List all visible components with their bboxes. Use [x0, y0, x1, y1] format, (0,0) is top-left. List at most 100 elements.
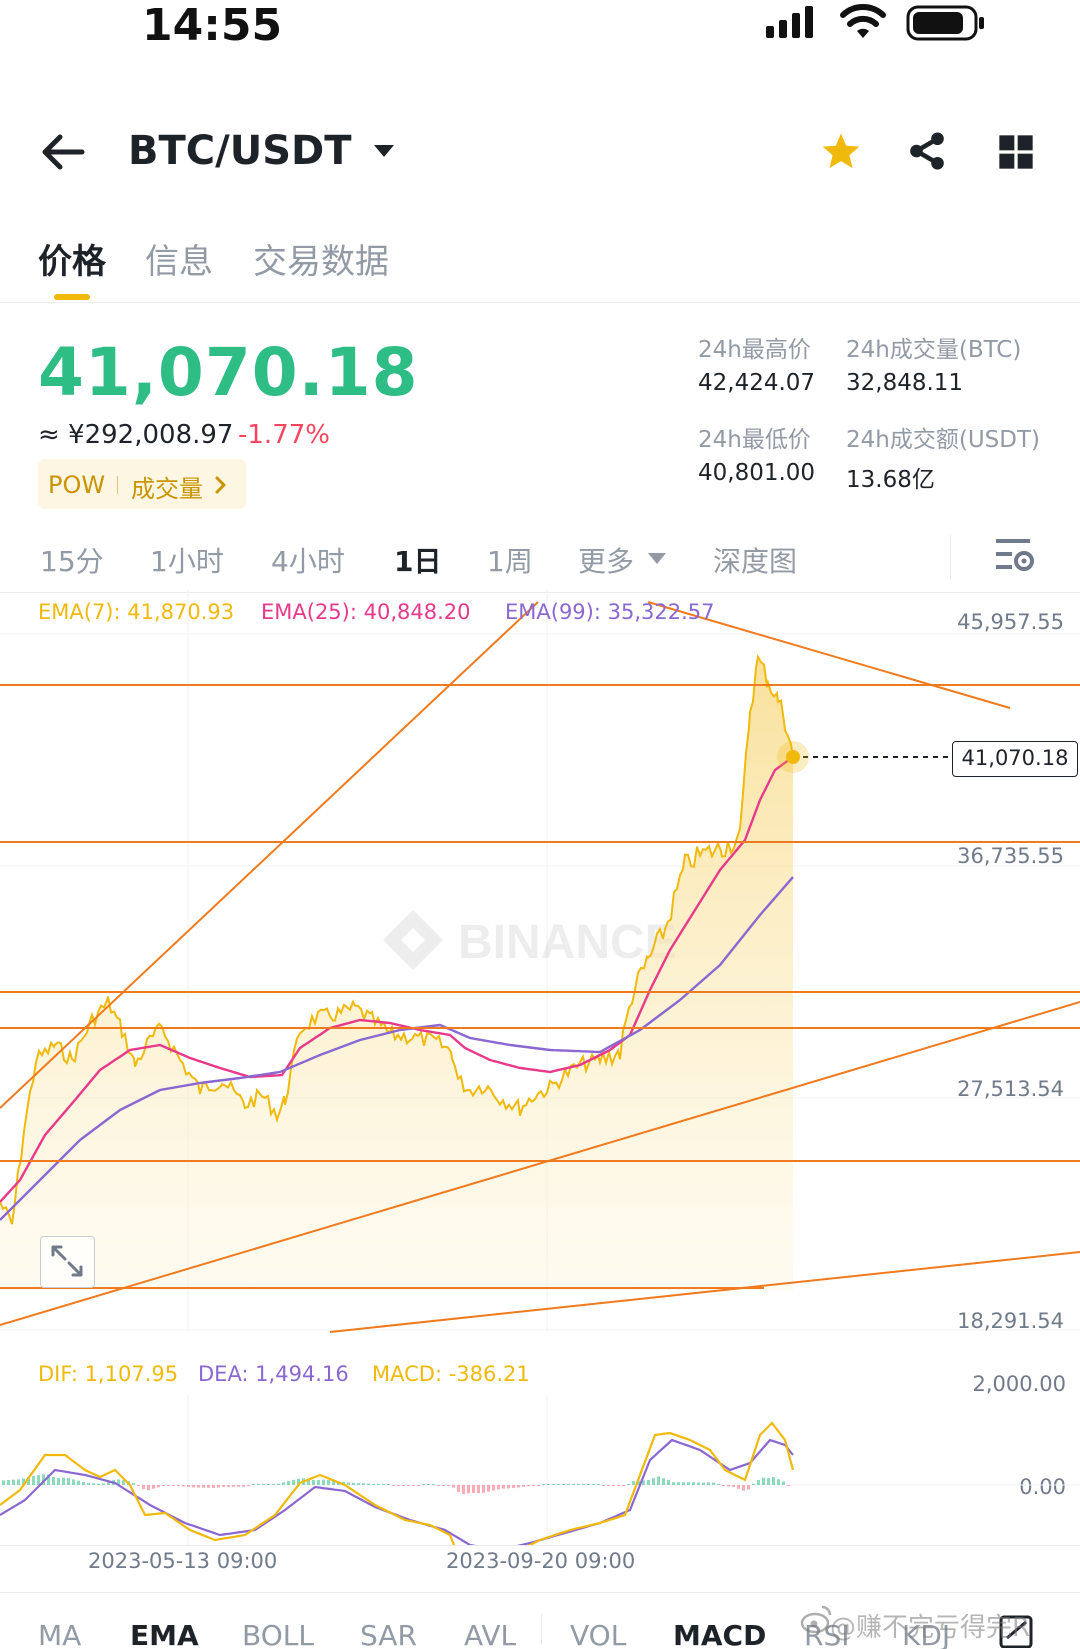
interval-4h[interactable]: 4小时 — [271, 545, 345, 578]
macd-histogram-bar — [152, 1485, 155, 1489]
ema25-label: EMA(25): 40,848.20 — [261, 600, 471, 624]
interval-depth[interactable]: 深度图 — [713, 545, 798, 578]
interval-1w[interactable]: 1周 — [487, 545, 533, 578]
binance-watermark: BINANCE — [383, 910, 677, 970]
indicator-vol[interactable]: VOL — [570, 1619, 627, 1649]
ema99-line — [0, 876, 794, 1221]
tag-chip[interactable] — [38, 459, 246, 509]
macd-histogram-bar — [357, 1483, 360, 1485]
macd-histogram-bar — [162, 1485, 165, 1486]
current-price-dot — [786, 750, 800, 764]
indicator-settings-icon[interactable] — [998, 1614, 1036, 1648]
macd-histogram-bar — [637, 1480, 640, 1485]
macd-histogram-bar — [432, 1484, 435, 1485]
last-price: 41,070.18 — [38, 334, 419, 411]
macd-histogram-bar — [457, 1485, 460, 1492]
price-change: -1.77% — [238, 420, 330, 450]
chevron-right-icon[interactable] — [214, 474, 228, 496]
macd-histogram-bar — [722, 1485, 725, 1486]
favorite-star-icon[interactable] — [820, 130, 862, 172]
indicator-group-divider — [541, 1614, 542, 1644]
macd-histogram-bar — [202, 1485, 205, 1488]
macd-histogram-bar — [212, 1485, 215, 1488]
indicator-ema[interactable]: EMA — [130, 1619, 199, 1649]
macd-histogram-bar — [467, 1485, 470, 1494]
macd-histogram-bar — [537, 1485, 540, 1486]
macd-histogram-bar — [442, 1485, 445, 1486]
macd-histogram-bar — [422, 1484, 425, 1485]
price-axis-label: 27,513.54 — [957, 1077, 1064, 1101]
macd-histogram-bar — [507, 1485, 510, 1489]
indicator-kdj[interactable]: KDJ — [902, 1619, 951, 1649]
macd-histogram-bar — [417, 1485, 420, 1486]
macd-histogram-bar — [312, 1480, 315, 1485]
macd-histogram — [2, 1474, 790, 1495]
macd-histogram-bar — [412, 1485, 415, 1486]
macd-histogram-bar — [87, 1482, 90, 1485]
indicator-avl[interactable]: AVL — [464, 1619, 517, 1649]
macd-histogram-bar — [437, 1485, 440, 1486]
watermark-text-binance: BINANCE — [458, 916, 677, 969]
macd-chart[interactable] — [0, 1395, 1080, 1545]
indicator-sar[interactable]: SAR — [360, 1619, 417, 1649]
macd-histogram-bar — [132, 1482, 135, 1485]
interval-1h[interactable]: 1小时 — [150, 545, 224, 578]
expand-chart-button[interactable] — [40, 1236, 95, 1288]
expand-icon — [51, 1245, 83, 1277]
macd-histogram-bar — [232, 1485, 235, 1487]
macd-histogram-bar — [727, 1485, 730, 1487]
macd-histogram-bar — [367, 1483, 370, 1485]
macd-histogram-bar — [762, 1477, 765, 1485]
macd-histogram-bar — [552, 1484, 555, 1485]
chart-settings-icon[interactable] — [994, 534, 1036, 576]
macd-histogram-bar — [542, 1484, 545, 1485]
macd-histogram-bar — [647, 1479, 650, 1485]
tag-volume[interactable]: 成交量 — [131, 475, 203, 503]
macd-dea-label: DEA: 1,494.16 — [198, 1362, 349, 1386]
share-icon[interactable] — [906, 130, 948, 172]
macd-histogram-bar — [562, 1484, 565, 1485]
macd-histogram-bar — [362, 1483, 365, 1485]
more-caret-icon[interactable] — [646, 550, 668, 566]
macd-histogram-bar — [347, 1482, 350, 1485]
caret-down-icon[interactable] — [372, 142, 396, 160]
macd-histogram-bar — [307, 1479, 310, 1485]
macd-histogram-bar — [197, 1485, 200, 1488]
macd-histogram-bar — [227, 1485, 230, 1487]
macd-histogram-bar — [592, 1484, 595, 1485]
back-arrow-icon[interactable] — [40, 132, 86, 172]
macd-histogram-bar — [472, 1485, 475, 1493]
interval-1d[interactable]: 1日 — [394, 545, 442, 578]
price-cny: ≈ ¥292,008.97 — [38, 420, 234, 450]
tab-info[interactable]: 信息 — [145, 242, 213, 282]
weibo-logo-icon — [800, 1605, 832, 1634]
macd-histogram-bar — [677, 1482, 680, 1485]
trendline — [0, 1001, 1080, 1326]
trendline — [647, 601, 1011, 709]
tab-trading-data[interactable]: 交易数据 — [253, 242, 389, 282]
macd-histogram-bar — [167, 1485, 170, 1486]
indicator-ma[interactable]: MA — [38, 1619, 82, 1649]
tag-pow[interactable]: POW — [48, 471, 106, 499]
macd-histogram-bar — [272, 1484, 275, 1485]
interval-more[interactable]: 更多 — [578, 545, 635, 578]
active-tab-indicator — [54, 294, 90, 300]
macd-histogram-bar — [172, 1485, 175, 1486]
tab-price[interactable]: 价格 — [38, 242, 106, 282]
horizontal-levels — [0, 684, 1080, 1289]
macd-histogram-bar — [662, 1478, 665, 1485]
pair-title[interactable]: BTC/USDT — [128, 128, 352, 174]
macd-histogram-bar — [47, 1474, 50, 1485]
wifi-icon — [840, 4, 886, 38]
macd-histogram-bar — [517, 1485, 520, 1488]
price-chart[interactable]: BINANCE — [0, 590, 1080, 1340]
macd-histogram-bar — [102, 1483, 105, 1485]
macd-histogram-bar — [642, 1480, 645, 1485]
indicator-boll[interactable]: BOLL — [242, 1619, 314, 1649]
indicator-macd[interactable]: MACD — [673, 1619, 767, 1649]
interval-15m[interactable]: 15分 — [40, 545, 104, 578]
macd-histogram-bar — [372, 1483, 375, 1485]
grid-menu-icon[interactable] — [996, 132, 1036, 172]
macd-histogram-bar — [12, 1479, 15, 1485]
signal-icon — [766, 6, 822, 38]
